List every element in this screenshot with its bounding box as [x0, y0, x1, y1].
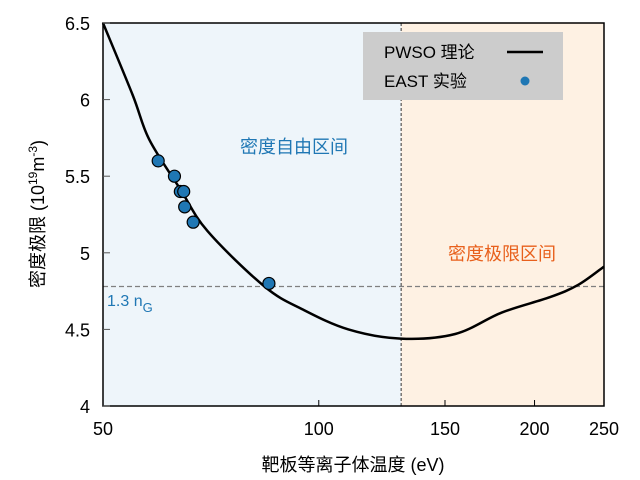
plot-frame [102, 22, 605, 407]
theory-curve [101, 22, 605, 341]
experiment-point [151, 154, 165, 168]
experiment-point [186, 215, 200, 229]
y-tick-label: 5 [80, 244, 90, 264]
legend: PWSO 理论 EAST 实验 [363, 32, 563, 100]
y-tick-label: 6 [80, 91, 90, 111]
ref-line-label: 1.3 nG [107, 293, 153, 315]
x-tick-label: 50 [93, 419, 113, 439]
experiment-point [262, 276, 276, 291]
legend-label-theory: PWSO 理论 [384, 43, 475, 62]
x-tick-label: 150 [430, 419, 460, 439]
x-tick-label: 250 [589, 419, 619, 439]
x-tick-label: 100 [304, 419, 334, 439]
x-tick-label: 200 [520, 419, 550, 439]
y-tick-label: 4 [80, 397, 90, 417]
legend-label-experiment: EAST 实验 [384, 72, 467, 91]
region-label-free: 密度自由区间 [240, 137, 348, 157]
y-tick-label: 5.5 [65, 167, 90, 187]
experiment-point [178, 200, 192, 214]
region-0 [103, 23, 402, 406]
legend-box [363, 32, 563, 100]
x-axis-label: 靶板等离子体温度 (eV) [261, 455, 444, 475]
legend-point-marker [520, 76, 530, 86]
y-axis-label: 密度极限 (1019m-3) [26, 140, 48, 288]
y-tick-label: 4.5 [65, 320, 90, 340]
y-tick-label: 6.5 [65, 14, 90, 34]
experiment-point [167, 169, 182, 183]
experiment-point [177, 184, 191, 199]
region-label-limit: 密度极限区间 [448, 244, 556, 264]
